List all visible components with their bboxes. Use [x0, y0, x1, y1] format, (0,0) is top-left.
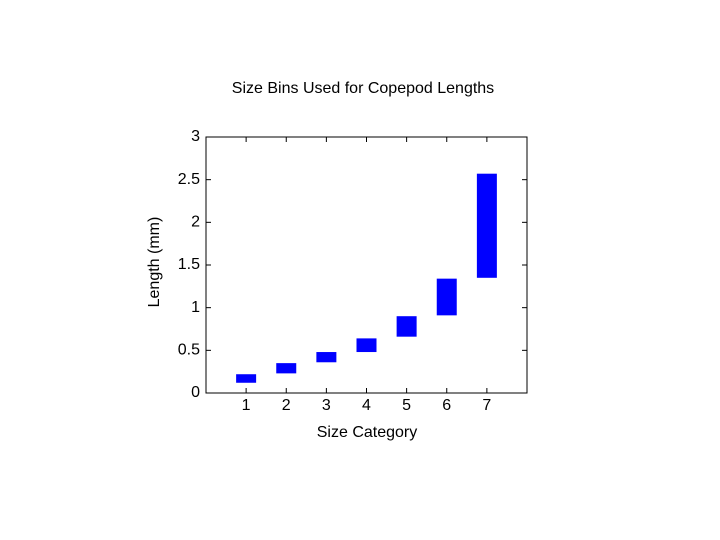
y-tick-label: 0.5	[178, 342, 200, 359]
y-tick-label: 0	[191, 384, 200, 401]
x-tick-label: 3	[322, 397, 331, 414]
y-tick-label: 1	[191, 299, 200, 316]
bar	[356, 338, 377, 353]
bar	[276, 363, 297, 374]
x-tick-label: 5	[402, 397, 411, 414]
chart-title: Size Bins Used for Copepod Lengths	[232, 80, 494, 97]
y-tick-label: 2.5	[178, 171, 200, 188]
x-tick-label: 1	[242, 397, 251, 414]
x-tick-label: 6	[442, 397, 451, 414]
bar	[436, 278, 457, 316]
y-tick-label: 2	[191, 214, 200, 231]
y-axis-label: Length (mm)	[146, 217, 163, 308]
bar	[236, 374, 257, 383]
y-tick-label: 1.5	[178, 256, 200, 273]
bar	[316, 352, 337, 363]
bar	[476, 173, 497, 278]
x-tick-label: 2	[282, 397, 291, 414]
y-tick-label: 3	[191, 128, 200, 145]
x-axis-label: Size Category	[317, 424, 418, 441]
x-tick-label: 7	[482, 397, 491, 414]
bar	[396, 316, 417, 337]
x-tick-label: 4	[362, 397, 371, 414]
